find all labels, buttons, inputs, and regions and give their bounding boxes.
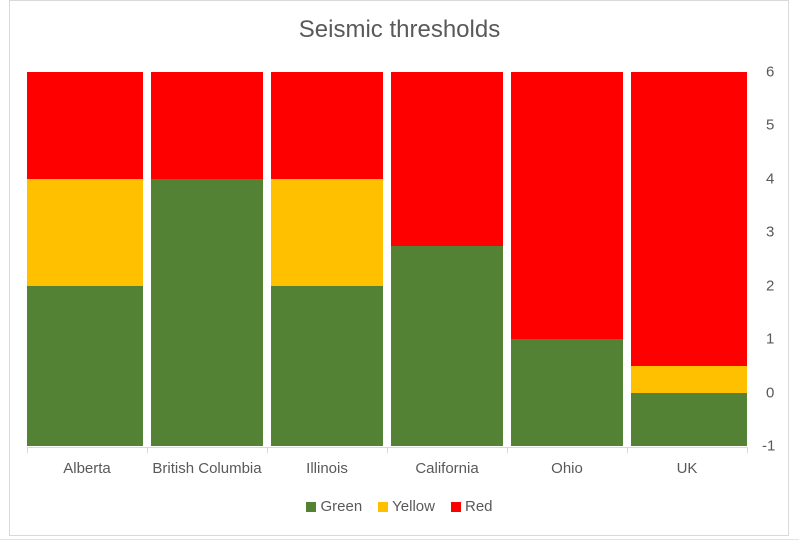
y-tick-label: 4 <box>766 170 775 188</box>
x-tick-label: Alberta <box>63 460 111 477</box>
x-tick-mark <box>507 447 508 453</box>
x-tick-mark <box>627 447 628 453</box>
bar-ohio[interactable] <box>511 72 623 446</box>
y-tick-label: 1 <box>766 330 775 348</box>
x-tick-label: UK <box>676 460 698 477</box>
segment-yellow[interactable] <box>271 178 383 286</box>
legend: Green Yellow Red <box>0 498 799 515</box>
x-tick-mark <box>267 447 268 453</box>
plot-area <box>27 72 747 446</box>
legend-item-yellow[interactable]: Yellow <box>378 498 435 515</box>
legend-swatch <box>378 501 389 512</box>
segment-green[interactable] <box>631 392 747 446</box>
segment-red[interactable] <box>391 72 503 246</box>
legend-label: Green <box>320 498 363 515</box>
segment-red[interactable] <box>271 72 383 179</box>
y-tick-label: 2 <box>766 277 775 295</box>
x-tick-label: British Columbia <box>152 460 262 477</box>
segment-green[interactable] <box>27 285 143 446</box>
segment-yellow[interactable] <box>27 178 143 286</box>
x-tick-mark <box>27 447 28 453</box>
y-tick-label: 5 <box>766 116 775 134</box>
y-tick-label: -1 <box>762 437 776 455</box>
x-tick-label: Illinois <box>306 460 348 477</box>
segment-green[interactable] <box>271 285 383 446</box>
y-tick-label: 0 <box>766 384 775 402</box>
chart-title: Seismic thresholds <box>298 16 501 43</box>
legend-item-red[interactable]: Red <box>450 498 493 515</box>
x-tick-mark <box>747 447 748 453</box>
legend-swatch <box>306 501 317 512</box>
x-tick-mark <box>147 447 148 453</box>
x-tick-label: California <box>415 460 479 477</box>
segment-green[interactable] <box>151 178 263 446</box>
bar-illinois[interactable] <box>271 72 383 446</box>
segment-red[interactable] <box>511 72 623 340</box>
bar-alberta[interactable] <box>27 72 143 446</box>
segment-red[interactable] <box>151 72 263 179</box>
y-tick-label: 6 <box>766 63 775 81</box>
legend-label: Yellow <box>392 498 435 515</box>
legend-swatch <box>450 501 461 512</box>
segment-green[interactable] <box>511 339 623 446</box>
x-tick-mark <box>387 447 388 453</box>
bar-british-columbia[interactable] <box>151 72 263 446</box>
x-tick-label: Ohio <box>551 460 583 477</box>
segment-yellow[interactable] <box>631 365 747 393</box>
legend-item-green[interactable]: Green <box>306 498 362 515</box>
segment-red[interactable] <box>27 72 143 179</box>
bar-uk[interactable] <box>631 72 747 446</box>
segment-green[interactable] <box>391 245 503 446</box>
legend-label: Red <box>464 498 493 515</box>
segment-red[interactable] <box>631 72 747 366</box>
bar-california[interactable] <box>391 72 503 446</box>
y-tick-label: 3 <box>766 223 775 241</box>
